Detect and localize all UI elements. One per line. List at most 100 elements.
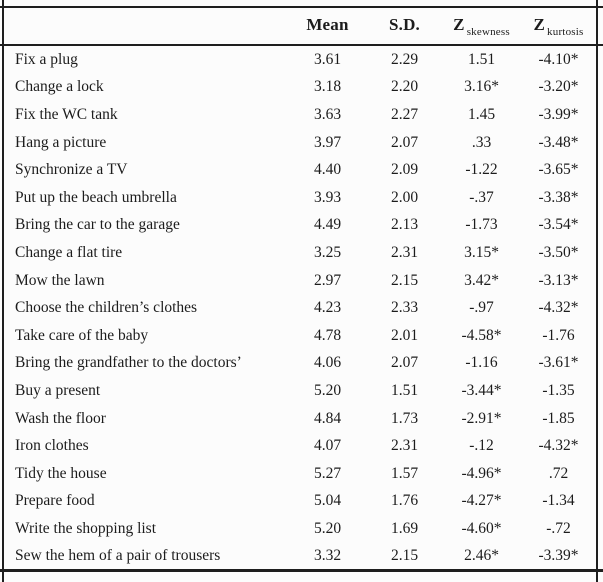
table-row: Put up the beach umbrella 3.93 2.00 -.37… [4,184,597,212]
sd-cell: 1.69 [390,519,419,537]
mean-cell: 4.23 [313,299,342,317]
table-row: Wash the floor 4.84 1.73 -2.91* -1.85 [4,405,597,433]
z-kurtosis-cell: .72 [548,464,569,482]
table-body: Fix a plug 3.61 2.29 1.51 -4.10* Change … [4,46,597,570]
task-cell: Change a lock [15,78,104,96]
mean-cell: 3.32 [313,547,342,565]
sd-cell: 2.15 [390,547,419,565]
mean-cell: 3.18 [313,78,342,96]
z-kurtosis-cell: -3.39* [538,547,579,565]
sd-cell: 2.20 [390,78,419,96]
z-skewness-cell: -1.22 [465,161,498,179]
sd-cell: 2.31 [390,243,419,261]
task-cell: Prepare food [15,492,95,510]
sd-cell: 2.00 [390,188,419,206]
z-skewness-cell: 2.46* [464,547,499,565]
z-kurtosis-cell: -3.61* [538,354,579,372]
z-kurtosis-cell: -1.34 [542,492,575,510]
sd-cell: 1.73 [390,409,419,427]
table-rule-bottom [0,569,603,572]
sd-cell: 2.09 [390,161,419,179]
table-row: Buy a present 5.20 1.51 -3.44* -1.35 [4,377,597,405]
z-kurtosis-cell: -4.32* [538,299,579,317]
z-kurtosis-cell: -4.10* [538,50,579,68]
z-skewness-cell: -4.60* [461,519,502,537]
sd-cell: 1.51 [390,381,419,399]
table-row: Hang a picture 3.97 2.07 .33 -3.48* [4,129,597,157]
sd-cell: 1.57 [390,464,419,482]
task-cell: Bring the car to the garage [15,216,180,234]
task-cell: Hang a picture [15,133,107,151]
task-cell: Put up the beach umbrella [15,188,177,206]
z-skewness-cell: -4.27* [461,492,502,510]
task-cell: Buy a present [15,381,101,399]
z-kurtosis-cell: -4.32* [538,437,579,455]
z-kurtosis-cell: -3.99* [538,105,579,123]
table-row: Mow the lawn 2.97 2.15 3.42* -3.13* [4,267,597,295]
task-cell: Wash the floor [15,409,106,427]
task-cell: Change a flat tire [15,243,123,261]
table-border-left [2,0,4,582]
mean-cell: 5.20 [313,381,342,399]
mean-cell: 4.49 [313,216,342,234]
table-row: Prepare food 5.04 1.76 -4.27* -1.34 [4,488,597,516]
z-skewness-cell: -.12 [469,437,494,455]
z-kurtosis-cell: -1.85 [542,409,575,427]
table-row: Write the shopping list 5.20 1.69 -4.60*… [4,515,597,543]
z-kurtosis-cell: -3.54* [538,216,579,234]
mean-cell: 4.78 [313,326,342,344]
z-skewness-cell: -3.44* [461,381,502,399]
column-header-mean: Mean [306,15,349,34]
z-skewness-cell: -1.16 [465,354,498,372]
table-row: Fix the WC tank 3.63 2.27 1.45 -3.99* [4,101,597,129]
z-skewness-cell: .33 [471,133,492,151]
table-row: Tidy the house 5.27 1.57 -4.96* .72 [4,460,597,488]
table-row: Change a flat tire 3.25 2.31 3.15* -3.50… [4,239,597,267]
z-skewness-subscript: skewness [466,26,510,38]
table-row: Iron clothes 4.07 2.31 -.12 -4.32* [4,432,597,460]
table-row: Fix a plug 3.61 2.29 1.51 -4.10* [4,46,597,74]
mean-cell: 5.27 [313,464,342,482]
z-skewness-cell: -4.58* [461,326,502,344]
table-row: Choose the children’s clothes 4.23 2.33 … [4,294,597,322]
sd-cell: 2.13 [390,216,419,234]
table-border-right [596,0,598,582]
task-cell: Mow the lawn [15,271,105,289]
mean-cell: 4.06 [313,354,342,372]
task-cell: Bring the grandfather to the doctors’ [15,354,242,372]
mean-cell: 4.07 [313,437,342,455]
task-cell: Iron clothes [15,437,89,455]
task-cell: Sew the hem of a pair of trousers [15,547,221,565]
table-rule-top [0,6,603,8]
sd-cell: 1.76 [390,492,419,510]
task-cell: Take care of the baby [15,326,149,344]
sd-cell: 2.07 [390,354,419,372]
z-kurtosis-base: Z [533,15,546,34]
task-cell: Write the shopping list [15,519,157,537]
z-skewness-cell: -.97 [469,299,494,317]
z-kurtosis-cell: -3.13* [538,271,579,289]
z-kurtosis-cell: -1.76 [542,326,575,344]
z-kurtosis-cell: -.72 [546,519,571,537]
table-row: Synchronize a TV 4.40 2.09 -1.22 -3.65* [4,156,597,184]
table-row: Take care of the baby 4.78 2.01 -4.58* -… [4,322,597,350]
z-skewness-cell: -4.96* [461,464,502,482]
sd-cell: 2.33 [390,299,419,317]
sd-cell: 2.15 [390,271,419,289]
task-cell: Fix the WC tank [15,105,118,123]
column-header-sd: S.D. [388,15,421,34]
sd-cell: 2.27 [390,105,419,123]
z-kurtosis-cell: -3.48* [538,133,579,151]
z-kurtosis-cell: -3.20* [538,78,579,96]
mean-cell: 4.40 [313,161,342,179]
z-skewness-cell: -.37 [469,188,494,206]
table-rule-below-header [0,44,603,46]
mean-cell: 2.97 [313,271,342,289]
mean-cell: 3.61 [313,50,342,68]
task-cell: Choose the children’s clothes [15,299,198,317]
task-cell: Fix a plug [15,50,78,68]
sd-cell: 2.31 [390,437,419,455]
